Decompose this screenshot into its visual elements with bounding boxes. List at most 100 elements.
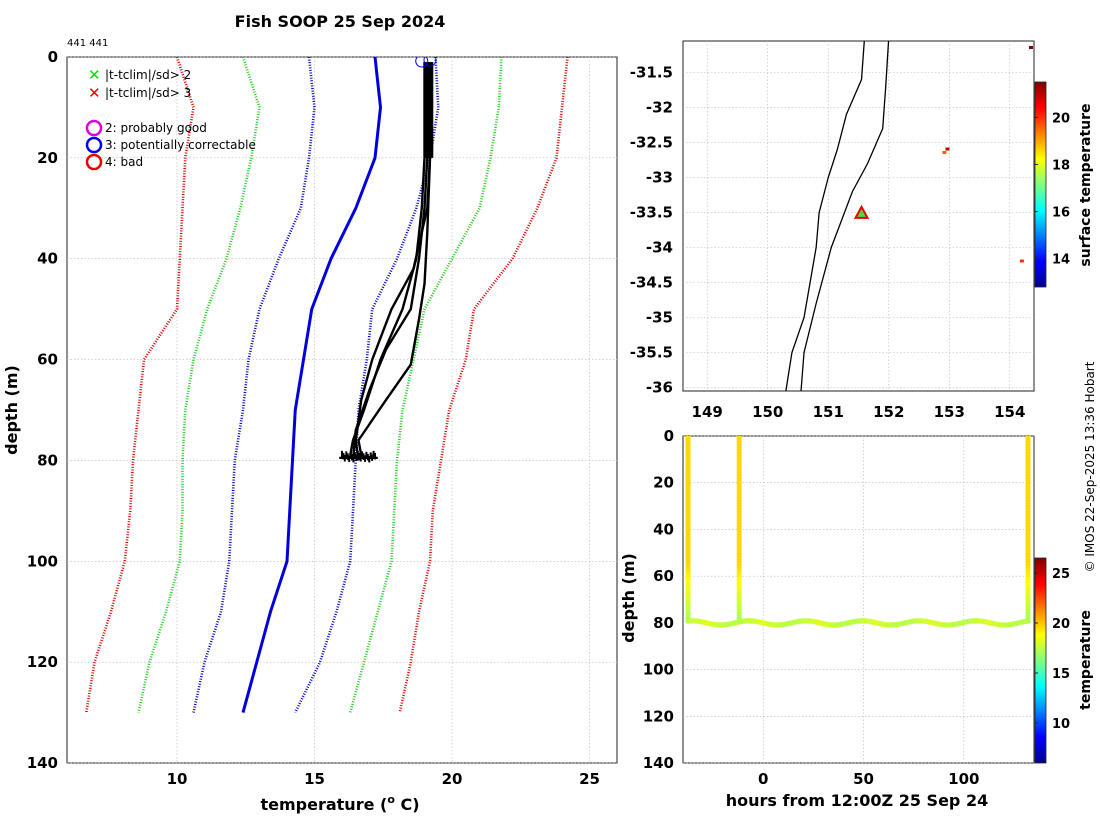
legend-circle-correctable-label: 3: potentially correctable	[105, 138, 256, 152]
map-colorbar-label: surface temperature	[1078, 103, 1094, 266]
map-y-tick--32.5: -32.5	[630, 134, 673, 152]
profile-y-tick-20: 20	[37, 149, 58, 167]
map-colorbar-tick-label-16: 16	[1052, 206, 1070, 221]
section-axes: 0 50 100 0 20 40 60 80 100 120 140	[643, 427, 980, 788]
legend-circle-bad: 4: bad	[85, 153, 143, 171]
section-x-axis-label: hours from 12:00Z 25 Sep 24	[726, 791, 988, 810]
section-content	[685, 436, 1031, 628]
legend-circle-good-label: 2: probably good	[105, 121, 207, 135]
profile-grid	[67, 56, 617, 764]
profile-y-tick-100: 100	[27, 552, 58, 570]
legend-cross-2-marker: ✕	[88, 84, 101, 102]
map-x-tick-152: 152	[873, 403, 904, 421]
map-ship-position	[853, 204, 870, 219]
section-y-tick-100: 100	[643, 661, 674, 679]
legend-cross-2-label: |t-tclim|/sd> 3	[105, 86, 191, 100]
map-colorbar-tick-label-18: 18	[1052, 158, 1070, 173]
section-colorbar-tick-label-10: 10	[1052, 717, 1070, 732]
section-y-axis-label: depth (m)	[619, 553, 638, 643]
cast-id-label: 441 441	[67, 38, 108, 49]
section-colorbar-ticks: 10 15 20 25	[1035, 567, 1070, 732]
map-sst-point-0	[1028, 46, 1033, 49]
legend-cross-1-label: |t-tclim|/sd> 2	[105, 68, 191, 82]
section-y-tick-40: 40	[653, 520, 674, 538]
profile-x-tick-25: 25	[579, 770, 600, 788]
section-colorbar	[1034, 557, 1047, 764]
section-colorbar-tick-label-20: 20	[1052, 617, 1070, 632]
map-sst-point-2	[945, 147, 950, 151]
profile-y-tick-120: 120	[27, 653, 58, 671]
map-sst-point-3	[1019, 259, 1024, 263]
map-content	[785, 41, 1033, 391]
profile-panel: 10 15 20 25 0 20 40 60 80 100 120 140 ✕ |t-tclim|/s…	[2, 48, 618, 814]
section-y-tick-140: 140	[643, 754, 674, 772]
map-y-tick--33.5: -33.5	[630, 204, 673, 222]
legend-cross-1: ✕ |t-tclim|/sd> 2	[88, 66, 191, 84]
map-colorbar-ticks: 14 16 18 20	[1035, 111, 1070, 268]
profile-y-tick-140: 140	[27, 754, 58, 772]
credit-text: © IMOS 22-Sep-2025 13:36 Hobart	[1083, 361, 1097, 572]
profile-y-tick-60: 60	[37, 351, 58, 369]
profile-x-tick-20: 20	[442, 770, 463, 788]
map-x-tick-153: 153	[934, 403, 965, 421]
profile-cast-line-3	[357, 62, 432, 456]
section-y-tick-80: 80	[653, 614, 674, 632]
section-bottom-point-1680	[1023, 618, 1029, 624]
section-colorbar-label: temperature	[1078, 610, 1094, 710]
map-colorbar-tick-label-20: 20	[1052, 111, 1070, 126]
profile-y-axis-label: depth (m)	[2, 365, 21, 455]
section-y-tick-0: 0	[664, 427, 674, 445]
climatology-line-0	[84, 57, 195, 713]
map-y-tick--35: -35	[646, 309, 673, 327]
legend-circle-good: 2: probably good	[85, 119, 207, 137]
legend-cross-2: ✕ |t-tclim|/sd> 3	[88, 84, 191, 102]
section-colorbar-tick-label-25: 25	[1052, 567, 1070, 582]
climatology-line-1	[137, 57, 261, 713]
chart-title: Fish SOOP 25 Sep 2024	[235, 12, 446, 31]
map-axes: 149 150 151 152 153 154 -31.5 -32 -32.5 -33 -33.5 -…	[630, 64, 1026, 422]
climatology-line-2	[192, 57, 316, 713]
map-x-tick-154: 154	[994, 403, 1025, 421]
map-x-tick-151: 151	[813, 403, 844, 421]
profile-surface-bundle	[425, 62, 434, 158]
section-plot-area	[682, 435, 1035, 764]
profile-x-tick-10: 10	[167, 770, 188, 788]
section-x-tick-100: 100	[948, 770, 979, 788]
profile-y-tick-40: 40	[37, 250, 58, 268]
profile-x-axis-label-tail: C)	[395, 795, 420, 814]
section-y-tick-120: 120	[643, 707, 674, 725]
map-x-tick-150: 150	[752, 403, 783, 421]
section-panel: 0 50 100 0 20 40 60 80 100 120 140 10 15 20 25 temper…	[619, 427, 1094, 810]
profile-x-tick-15: 15	[304, 770, 325, 788]
map-y-tick--34: -34	[646, 239, 673, 257]
profile-x-axis-label-sup: o	[387, 793, 395, 806]
map-y-tick--35.5: -35.5	[630, 344, 673, 362]
legend-circle-bad-marker	[85, 153, 103, 171]
legend-circle-bad-label: 4: bad	[105, 155, 143, 169]
legend-circle-correctable: 3: potentially correctable	[85, 136, 256, 154]
profile-axes: 10 15 20 25 0 20 40 60 80 100 120 140	[27, 48, 600, 788]
qc-circle-0	[415, 57, 429, 68]
section-y-tick-20: 20	[653, 474, 674, 492]
section-x-tick-50: 50	[853, 770, 874, 788]
map-y-tick--34.5: -34.5	[630, 274, 673, 292]
legend-circle-correctable-marker	[85, 136, 103, 154]
map-colorbar-tick-label-14: 14	[1052, 253, 1070, 268]
qc-circle-1	[423, 57, 437, 67]
legend: ✕ |t-tclim|/sd> 2 ✕ |t-tclim|/sd> 3 2: p…	[85, 66, 256, 171]
climatology-line-6	[398, 57, 569, 713]
section-x-tick-0: 0	[758, 770, 768, 788]
legend-cross-1-marker: ✕	[88, 66, 101, 84]
profile-x-axis-label-main: temperature (	[260, 795, 387, 814]
map-y-tick--36: -36	[646, 379, 673, 397]
section-y-tick-60: 60	[653, 567, 674, 585]
profile-plot-area	[66, 56, 618, 764]
map-sst-point-1	[942, 151, 947, 154]
map-y-tick--33: -33	[646, 169, 673, 187]
climatology-line-3	[241, 57, 383, 713]
profile-cast-line-1	[351, 62, 429, 461]
map-colorbar	[1034, 81, 1047, 288]
map-y-tick--32: -32	[646, 99, 673, 117]
section-colorbar-tick-label-15: 15	[1052, 667, 1070, 682]
profile-y-tick-0: 0	[48, 48, 58, 66]
